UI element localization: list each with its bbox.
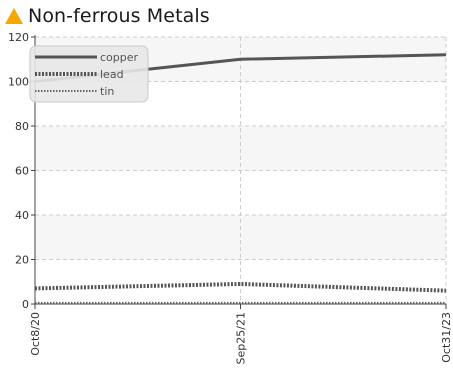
y-tick-label: 80 — [15, 120, 29, 133]
x-axis-ticks: Oct8/20 Sep25/21 Oct31/23 — [29, 304, 453, 364]
y-tick-label: 60 — [15, 165, 29, 178]
chart-header: Non-ferrous Metals — [4, 3, 210, 29]
chart-title: Non-ferrous Metals — [28, 5, 210, 27]
y-tick-label: 40 — [15, 209, 29, 222]
y-axis-ticks: 0 20 40 60 80 100 120 — [8, 31, 35, 311]
x-tick-label: Oct8/20 — [29, 312, 42, 356]
x-tick-label: Sep25/21 — [235, 312, 248, 364]
legend-label-copper[interactable]: copper — [100, 51, 139, 64]
legend[interactable]: copper lead tin — [29, 45, 149, 103]
warning-triangle-icon — [5, 8, 23, 24]
legend-label-lead[interactable]: lead — [100, 68, 124, 81]
legend-label-tin[interactable]: tin — [100, 85, 114, 98]
y-tick-label: 100 — [8, 76, 29, 89]
x-tick-label: Oct31/23 — [440, 312, 453, 363]
y-tick-label: 120 — [8, 31, 29, 44]
y-tick-label: 20 — [15, 254, 29, 267]
grid-lines — [35, 36, 447, 304]
y-tick-label: 0 — [22, 298, 29, 311]
